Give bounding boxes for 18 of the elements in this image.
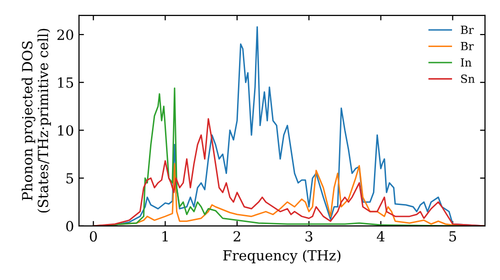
x-tick-label: 4 <box>376 231 385 242</box>
y-tick-label: 15 <box>58 77 74 88</box>
legend-label: Br <box>460 26 474 34</box>
x-tick-label: 5 <box>449 231 456 242</box>
line-series <box>92 118 485 226</box>
legend-label: Sn <box>461 74 475 83</box>
y-tick-label: 20 <box>57 30 74 40</box>
x-tick-label: 1 <box>162 231 168 242</box>
legend-label: In <box>460 58 472 66</box>
x-tick-label: 3 <box>306 231 312 242</box>
y-tick-label: 0 <box>66 220 74 232</box>
x-axis-title: Frequency (THz) <box>223 250 340 264</box>
x-tick-label: 2 <box>234 231 240 242</box>
y-axis-title: Phonon projected DOS (States/THz·primitive cell) <box>22 28 51 213</box>
y-tick-label: 5 <box>66 173 74 184</box>
x-tick-label: 0 <box>90 231 97 242</box>
y-tick-label: 10 <box>58 125 74 136</box>
legend-label: Br <box>460 42 474 50</box>
